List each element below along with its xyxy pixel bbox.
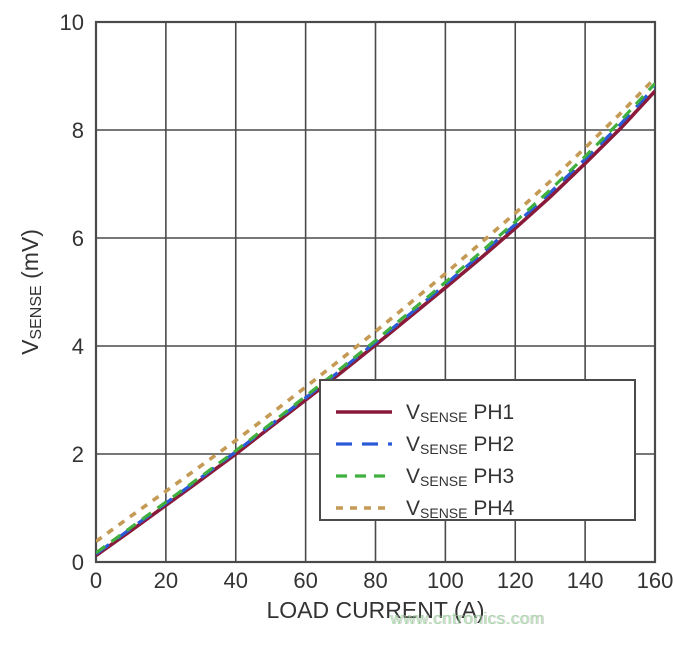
- x-tick-label: 60: [293, 568, 317, 593]
- y-tick-label: 10: [60, 10, 84, 35]
- x-tick-label: 80: [363, 568, 387, 593]
- y-tick-label: 0: [72, 550, 84, 575]
- x-tick-label: 0: [90, 568, 102, 593]
- y-tick-label: 8: [72, 118, 84, 143]
- x-tick-label: 120: [497, 568, 534, 593]
- x-tick-label: 20: [154, 568, 178, 593]
- x-tick-label: 40: [224, 568, 248, 593]
- x-tick-label: 100: [427, 568, 464, 593]
- vsense-chart: 0204060801001201401600246810LOAD CURRENT…: [0, 0, 673, 649]
- x-tick-label: 140: [567, 568, 604, 593]
- y-tick-label: 4: [72, 334, 84, 359]
- y-tick-label: 6: [72, 226, 84, 251]
- y-axis-label: VSENSE (mV): [17, 229, 45, 355]
- x-tick-label: 160: [637, 568, 673, 593]
- watermark: www.cntronics.com: [389, 609, 544, 628]
- y-tick-label: 2: [72, 442, 84, 467]
